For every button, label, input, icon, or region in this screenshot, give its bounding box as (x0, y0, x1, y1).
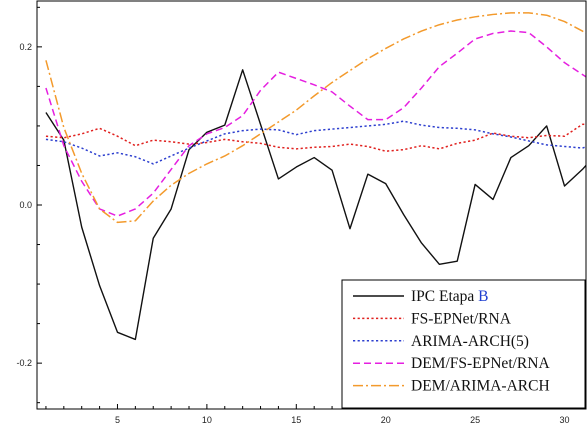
legend-label-fs-epnet-rna: FS-EPNet/RNA (411, 310, 512, 327)
legend-label-accent: B (478, 288, 488, 305)
series-line-ipc-etapa-b (45, 69, 586, 341)
series-line-arima-arch-5 (45, 120, 586, 165)
y-tick-label: -0.2 (16, 358, 32, 368)
legend-label-dem-arima-arch: DEM/ARIMA-ARCH (411, 378, 550, 395)
legend-box (341, 279, 586, 409)
x-tick-label: 25 (470, 415, 480, 425)
legend-label-main: IPC Etapa (411, 288, 478, 305)
axes-layer: 5 10 15 20 25 30 -0.2 0.0 0.2 (16, 6, 583, 425)
series-line-dem-arima-arch (45, 12, 586, 224)
x-tick-label: 10 (202, 415, 212, 425)
y-tick-label: 0.2 (19, 42, 32, 52)
x-tick-label: 5 (115, 415, 120, 425)
y-tick-label: 0.0 (19, 200, 32, 210)
series-layer (45, 12, 586, 341)
legend-label-arima-arch-5: ARIMA-ARCH(5) (411, 333, 529, 350)
x-tick-label: 15 (291, 415, 301, 425)
x-tick-label: 20 (381, 415, 391, 425)
legend: IPC Etapa B FS-EPNet/RNA ARIMA-ARCH(5) DEM/… (341, 279, 586, 409)
x-tick-label: 30 (560, 415, 570, 425)
series-line-dem-fs-epnet-rna (45, 30, 586, 217)
legend-label-dem-fs-epnet-rna: DEM/FS-EPNet/RNA (411, 355, 550, 372)
legend-label-ipc-etapa-b: IPC Etapa B (411, 288, 489, 305)
